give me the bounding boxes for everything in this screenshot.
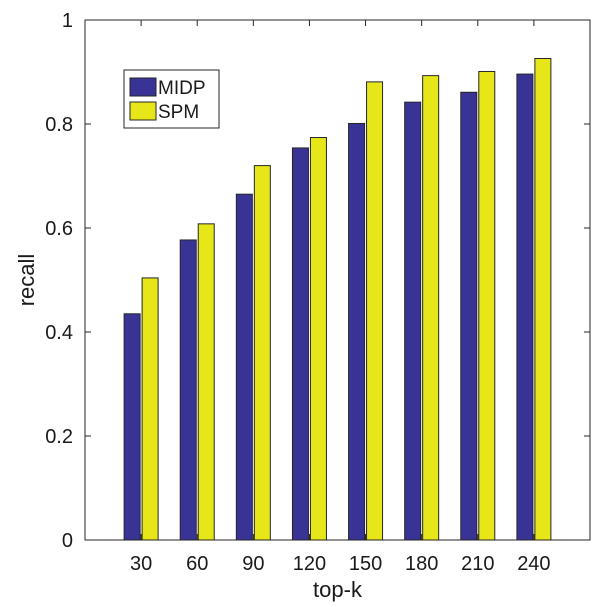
x-tick-label: 60 (186, 553, 208, 575)
legend-swatch-midp (129, 77, 157, 97)
x-tick-label: 240 (517, 553, 550, 575)
plot-frame (84, 19, 591, 541)
legend-label-spm: SPM (158, 102, 199, 123)
bar-midp-150 (348, 122, 366, 541)
x-tick-label: 210 (461, 553, 494, 575)
bar-spm-120 (309, 137, 327, 541)
bar-spm-150 (366, 81, 384, 541)
bar-midp-210 (460, 91, 478, 541)
bar-midp-240 (516, 73, 534, 541)
bar-midp-90 (235, 193, 253, 541)
y-tick-label: 0.8 (45, 114, 73, 136)
x-tick-label: 30 (130, 553, 152, 575)
bar-midp-30 (123, 313, 141, 541)
legend-label-midp: MIDP (158, 78, 206, 99)
y-tick-label: 0.2 (45, 426, 73, 448)
x-tick-label: 120 (293, 553, 326, 575)
y-axis-label: recall (14, 254, 39, 307)
y-tick-label: 0.6 (45, 218, 73, 240)
y-tick-label: 1 (62, 10, 73, 32)
bar-spm-90 (253, 165, 271, 541)
y-tick-label: 0.4 (45, 322, 73, 344)
bar-spm-240 (534, 57, 552, 541)
x-axis-label: top-k (313, 577, 363, 602)
x-tick-label: 150 (349, 553, 382, 575)
legend: MIDP SPM (123, 69, 220, 129)
bar-spm-30 (141, 277, 159, 541)
bar-midp-120 (291, 147, 309, 541)
bar-spm-180 (422, 75, 440, 541)
bar-spm-210 (478, 70, 496, 541)
bar-midp-180 (404, 101, 422, 541)
y-tick-label: 0 (62, 530, 73, 552)
ticks-group: 0 0.2 0.4 0.6 0.8 1 30 60 90 120 150 180 210 240 (45, 10, 590, 575)
bar-spm-60 (197, 223, 215, 541)
x-tick-label: 180 (405, 553, 438, 575)
bar-midp-60 (179, 239, 197, 541)
legend-swatch-spm (129, 101, 157, 121)
x-tick-label: 90 (242, 553, 264, 575)
